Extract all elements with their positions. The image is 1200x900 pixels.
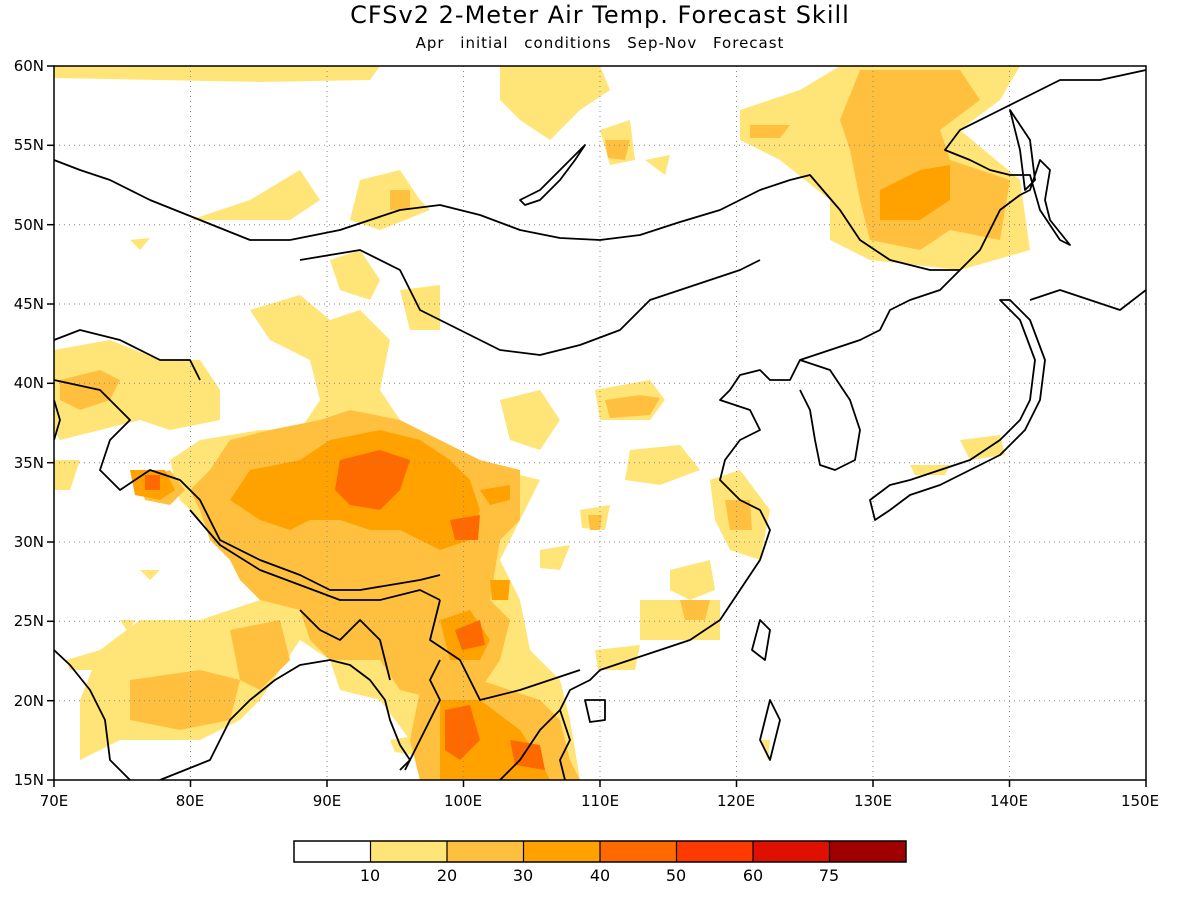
india-china-border [189,509,441,601]
colorbar-label-10: 10 [359,866,381,885]
lon-label-140e: 140E [989,792,1029,810]
coastlines-borders [54,69,1146,780]
axis-ticks [47,65,1147,787]
lat-label-25n: 25N [13,612,44,630]
china-north-border [289,174,960,271]
lake-baikal [519,144,586,206]
colorbar-label-60: 60 [742,866,764,885]
skill-40-50-area [145,450,545,770]
lat-label-45n: 45N [13,295,44,313]
lon-label-130e: 130E [853,792,893,810]
lat-label-20n: 20N [13,692,44,710]
caspian-lake [54,399,61,441]
colorbar-label-75: 75 [818,866,840,885]
eurasia-coastline [559,69,1146,780]
lat-label-50n: 50N [13,216,44,234]
japan-hokkaido-coastline [1029,289,1146,311]
mongolia-border [299,249,761,356]
colorbar-label-50: 50 [665,866,687,885]
colorbar [293,840,907,863]
colorbar-box-0 [294,841,371,862]
colorbar-label-20: 20 [436,866,458,885]
central-asia-border [54,159,441,591]
colorbar-label-40: 40 [589,866,611,885]
lon-label-100e: 100E [443,792,483,810]
colorbar-box-2 [447,841,524,862]
korea-coastline [799,359,861,471]
se-asia-borders [299,599,581,701]
lon-label-70e: 70E [39,792,69,810]
colorbar-box-4 [600,841,677,862]
colorbar-label-30: 30 [512,866,534,885]
south-asia-coastline [54,649,411,780]
lat-label-40n: 40N [13,374,44,392]
lat-label-30n: 30N [13,533,44,551]
indochina-coastline [499,709,561,780]
lat-label-15n: 15N [13,771,44,789]
lat-label-60n: 60N [13,57,44,75]
lat-label-35n: 35N [13,454,44,472]
colorbar-box-5 [676,841,753,862]
taiwan-coastline [751,619,771,661]
philippines-coastline [759,699,781,761]
colorbar-box-3 [523,841,600,862]
lon-label-150e: 150E [1120,792,1160,810]
lon-label-90e: 90E [312,792,342,810]
hainan-coastline [584,699,606,723]
colorbar-box-7 [829,841,906,862]
map-subtitle: Apr initial conditions Sep-Nov Forecast [415,34,785,52]
colorbar-box-1 [370,841,447,862]
lon-label-80e: 80E [175,792,205,810]
lon-label-110e: 110E [580,792,620,810]
colorbar-box-6 [753,841,830,862]
japan-coastline [869,299,1046,521]
lon-label-120e: 120E [716,792,756,810]
map-title: CFSv2 2-Meter Air Temp. Forecast Skill [350,1,850,29]
sakhalin-coastline [1009,109,1036,191]
bay-of-bengal-east [404,659,441,771]
skill-shading [54,66,1030,780]
lat-label-55n: 55N [13,136,44,154]
